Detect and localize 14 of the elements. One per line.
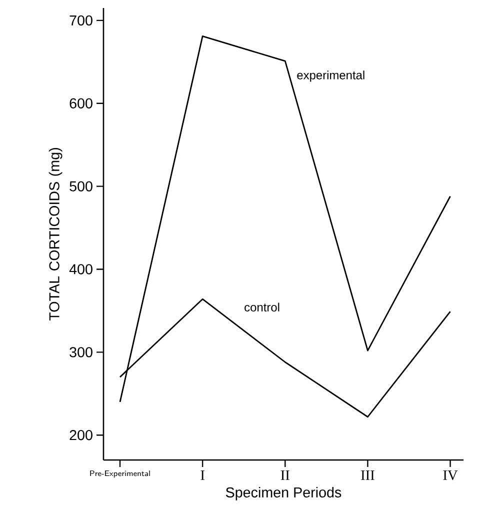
x-tick-label: IV: [443, 470, 458, 480]
y-tick-label: 700: [70, 15, 92, 26]
series-label: experimental: [297, 70, 364, 82]
x-tick-label: I: [200, 470, 204, 480]
x-tick-label: II: [280, 470, 290, 480]
x-tick-label: III: [361, 470, 374, 480]
y-tick-label: 400: [69, 264, 92, 274]
x-axis-title: Specimen Periods: [226, 486, 342, 500]
series-label: control: [244, 302, 280, 312]
y-tick-label: 200: [70, 430, 92, 440]
y-tick-label: 300: [70, 347, 92, 358]
y-tick-label: 500: [70, 181, 92, 192]
y-tick-label: 600: [70, 98, 92, 108]
y-axis-title: TOTAL CORTICOIDS (mg): [48, 148, 62, 321]
